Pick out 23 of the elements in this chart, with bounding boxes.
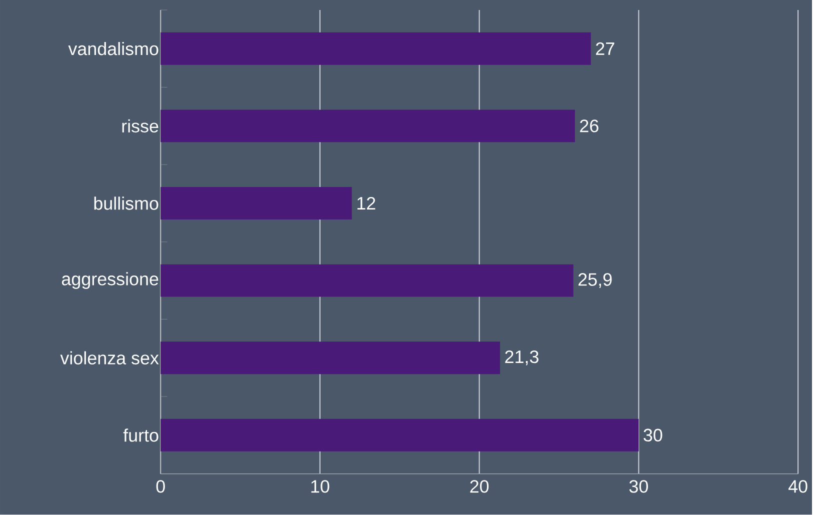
data-label: 25,9 xyxy=(578,273,612,288)
x-tick-label: 10 xyxy=(311,480,330,493)
bar xyxy=(160,342,500,374)
x-tick-label: 0 xyxy=(156,480,165,493)
bar xyxy=(160,32,591,66)
x-tick-label: 40 xyxy=(788,480,808,493)
data-label: 21,3 xyxy=(505,350,538,366)
x-tick-label: 20 xyxy=(470,480,489,493)
data-label: 30 xyxy=(644,428,662,442)
x-tick-label: 30 xyxy=(629,480,648,493)
data-label: 26 xyxy=(580,120,598,132)
bar xyxy=(160,187,352,220)
data-label: 12 xyxy=(357,197,376,210)
bar xyxy=(160,264,574,297)
data-label: 27 xyxy=(596,42,614,56)
y-tick-label: aggressione xyxy=(62,272,158,290)
y-tick-label: risse xyxy=(122,119,158,133)
y-tick-label: furto xyxy=(123,428,158,442)
y-tick-label: violenza sex xyxy=(60,351,159,365)
bar xyxy=(160,419,639,452)
bar xyxy=(160,110,575,142)
y-tick-label: vandalismo xyxy=(68,42,158,56)
y-tick-label: bullismo xyxy=(94,196,158,210)
